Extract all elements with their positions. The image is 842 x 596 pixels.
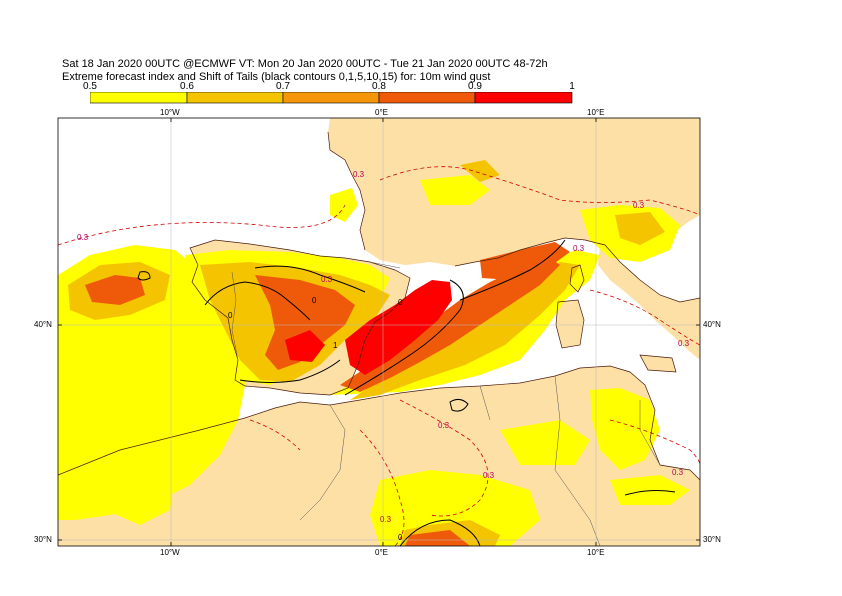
colorbar-tick: 0.5 — [83, 81, 97, 92]
contour-labels: 0.3 0.3 0.3 0.3 0.3 0.3 0.3 0.3 0.3 0.3 — [77, 170, 690, 524]
efi-contour-0.3 — [58, 166, 700, 546]
efi-region — [610, 475, 690, 505]
lon-label-top: 10°W — [160, 108, 180, 117]
contour-label: 0.3 — [321, 275, 333, 284]
efi-region — [480, 242, 570, 280]
land-north-africa — [58, 366, 700, 546]
efi-region — [85, 275, 145, 305]
sot-label: 0 — [398, 298, 403, 307]
map-title-line-1: Sat 18 Jan 2020 00UTC @ECMWF VT: Mon 20 … — [62, 58, 548, 70]
colorbar-segment — [474, 92, 573, 104]
lat-label-right: 30°N — [703, 535, 721, 544]
land-sicily — [640, 355, 676, 372]
efi-region — [420, 175, 490, 205]
axis-ticks — [58, 118, 700, 546]
land-italy — [598, 245, 700, 360]
colorbar-tick: 0.9 — [468, 81, 482, 92]
sot-contours — [137, 239, 676, 546]
efi-region — [370, 470, 540, 546]
contour-label: 0.3 — [77, 233, 89, 242]
coastlines — [58, 131, 700, 481]
sot-label: 1 — [333, 341, 338, 350]
efi-region — [255, 275, 355, 370]
colorbar-tick: 0.7 — [276, 81, 290, 92]
efi-region — [285, 330, 325, 362]
colorbar-tick: 0.8 — [372, 81, 386, 92]
sot-label: 0 — [228, 311, 233, 320]
sot-label: 0 — [312, 296, 317, 305]
efi-shade-0.8-1 — [285, 280, 452, 375]
contour-label: 0.3 — [483, 471, 495, 480]
lon-label-bottom: 10°E — [587, 548, 605, 557]
map-title-line-2: Extreme forecast index and Shift of Tail… — [62, 71, 491, 83]
efi-region — [590, 388, 660, 470]
contour-label: 0.3 — [438, 421, 450, 430]
efi-region — [615, 212, 665, 245]
efi-region — [340, 256, 560, 392]
land-sardinia — [556, 300, 584, 348]
contour-label: 0.3 — [573, 244, 585, 253]
colorbar-tick: 0.6 — [180, 81, 194, 92]
lat-label-right: 40°N — [703, 320, 721, 329]
efi-shade-0.7-0.8 — [85, 242, 570, 546]
sot-labels: 0 0 0 1 0 — [228, 296, 403, 542]
lon-label-top: 10°E — [587, 108, 605, 117]
efi-region — [405, 530, 470, 546]
sot-label: 0 — [398, 533, 403, 542]
contour-label: 0.3 — [678, 339, 690, 348]
efi-region — [500, 420, 590, 465]
country-borders — [231, 261, 661, 546]
map-frame — [57, 117, 701, 547]
contour-label: 0.3 — [380, 515, 392, 524]
lon-label-bottom: 10°W — [160, 548, 180, 557]
efi-region — [345, 280, 452, 375]
contour-label: 0.3 — [672, 468, 684, 477]
lat-label-left: 40°N — [34, 320, 52, 329]
contour-label: 0.3 — [353, 170, 365, 179]
efi-region — [105, 440, 175, 525]
colorbar — [90, 92, 573, 104]
colorbar-tick: 1 — [569, 81, 575, 92]
contour-label: 0.3 — [633, 201, 645, 210]
lon-label-top: 0°E — [375, 108, 388, 117]
lat-label-left: 30°N — [34, 535, 52, 544]
graticule — [58, 118, 700, 546]
efi-region — [330, 188, 358, 222]
lon-label-bottom: 0°E — [375, 548, 388, 557]
